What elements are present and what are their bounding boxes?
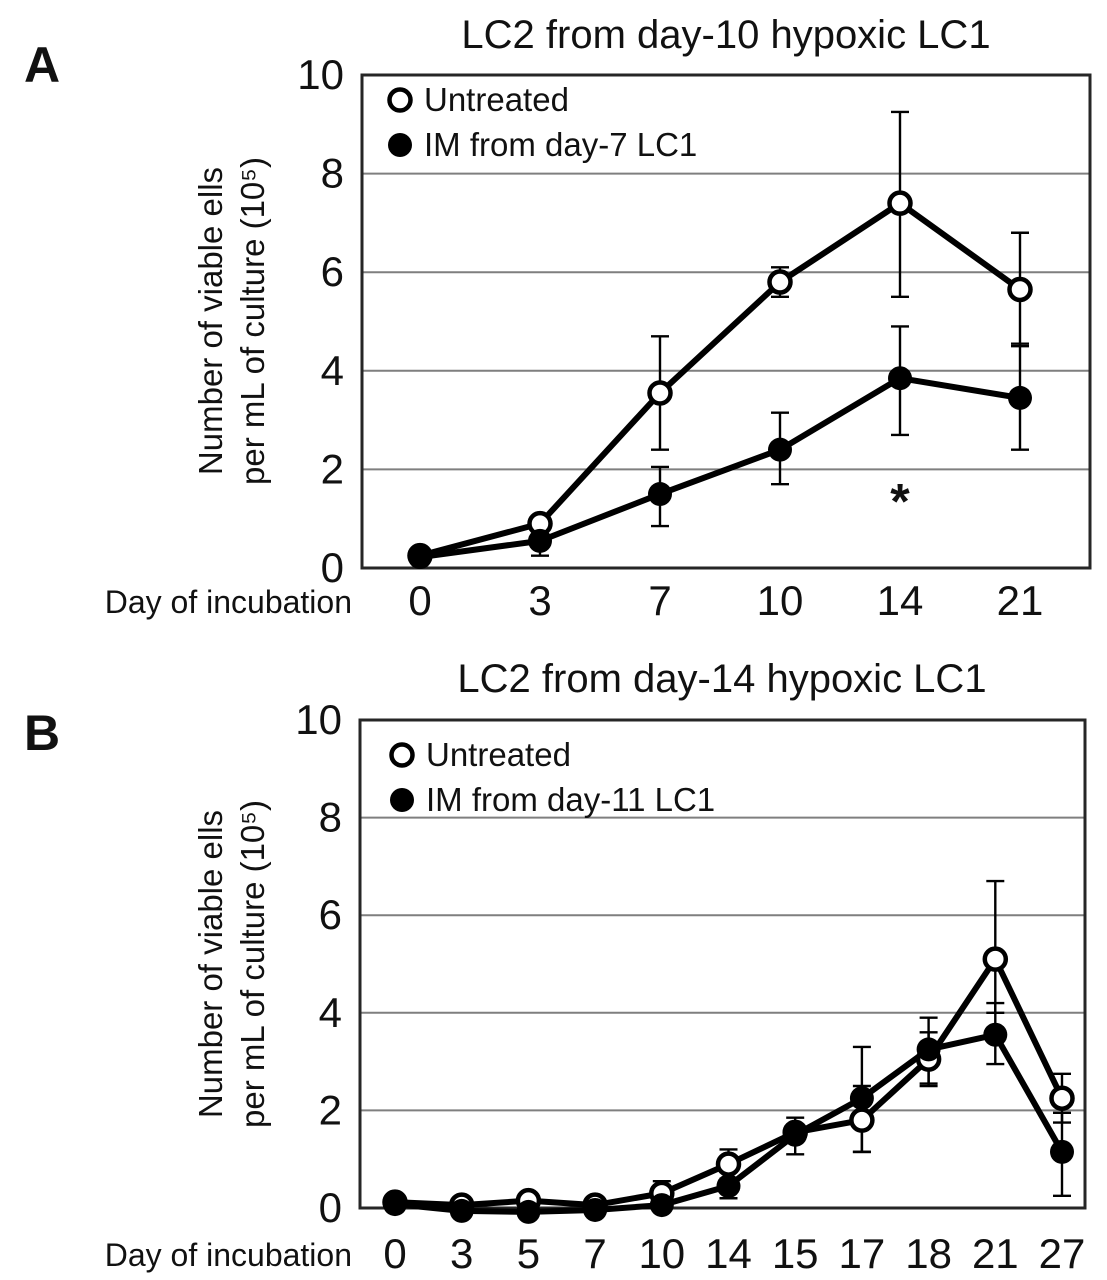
data-point bbox=[849, 1086, 874, 1111]
x-tick-label: 3 bbox=[450, 1230, 473, 1277]
legend-marker bbox=[390, 788, 414, 812]
data-point bbox=[715, 1151, 742, 1177]
y-tick-label: 10 bbox=[295, 696, 342, 743]
data-point bbox=[516, 1199, 541, 1224]
panel-a-letter: A bbox=[24, 37, 60, 93]
data-point bbox=[383, 1192, 407, 1217]
x-tick-label: 7 bbox=[583, 1230, 606, 1277]
y-tick-label: 4 bbox=[321, 347, 344, 394]
data-point bbox=[887, 190, 913, 216]
x-tick-label: 3 bbox=[528, 577, 551, 624]
data-point bbox=[1050, 1139, 1074, 1164]
x-tick-label: 5 bbox=[517, 1230, 540, 1277]
data-point bbox=[449, 1198, 474, 1223]
x-tick-label: 0 bbox=[383, 1230, 406, 1277]
data-point bbox=[648, 482, 672, 507]
plot-border bbox=[360, 73, 1092, 570]
significance-asterisk: * bbox=[890, 474, 910, 530]
data-point bbox=[983, 1022, 1008, 1047]
data-point bbox=[916, 1037, 941, 1062]
plot-border bbox=[358, 718, 1087, 1210]
panel-b-title: LC2 from day-14 hypoxic LC1 bbox=[457, 657, 986, 701]
data-point bbox=[767, 269, 793, 295]
x-tick-label: 17 bbox=[839, 1230, 886, 1277]
x-tick-label: 15 bbox=[772, 1230, 819, 1277]
panel-b-y-axis-label-line1: Number of viable ells bbox=[192, 810, 229, 1118]
y-tick-label: 6 bbox=[319, 891, 342, 938]
data-point bbox=[1049, 1085, 1075, 1111]
data-point bbox=[649, 1193, 674, 1218]
x-tick-label: 14 bbox=[705, 1230, 752, 1277]
legend-marker bbox=[389, 742, 415, 768]
y-tick-label: 10 bbox=[297, 51, 344, 98]
x-tick-label: 14 bbox=[877, 577, 924, 624]
data-point bbox=[408, 545, 432, 570]
x-tick-label: 10 bbox=[638, 1230, 685, 1277]
panel-b: B LC2 from day-14 hypoxic LC1 Number of … bbox=[24, 657, 1087, 1277]
x-tick-label: 10 bbox=[757, 577, 804, 624]
x-tick-label: 0 bbox=[408, 577, 431, 624]
panel-b-y-axis-label-line2: per mL of culture (10⁵) bbox=[234, 800, 271, 1128]
y-tick-label: 4 bbox=[319, 989, 342, 1036]
y-tick-label: 6 bbox=[321, 248, 344, 295]
legend-marker bbox=[388, 133, 412, 157]
series-line bbox=[417, 375, 1023, 561]
data-point bbox=[768, 437, 792, 462]
data-point bbox=[888, 366, 912, 391]
x-tick-label: 18 bbox=[905, 1230, 952, 1277]
legend-label: IM from day-11 LC1 bbox=[426, 781, 715, 818]
y-tick-label: 2 bbox=[321, 445, 344, 492]
data-point bbox=[1008, 385, 1032, 410]
x-tick-label: 21 bbox=[997, 577, 1044, 624]
panel-a-title: LC2 from day-10 hypoxic LC1 bbox=[461, 13, 990, 57]
panel-a-plot: 0 2 4 6 8 10 0 3 7 10 14 21 Untreated IM from day-7 L… bbox=[297, 51, 1092, 624]
data-point bbox=[1007, 276, 1033, 303]
legend-label: IM from day-7 LC1 bbox=[424, 126, 697, 163]
legend-label: Untreated bbox=[426, 736, 571, 773]
y-tick-label: 8 bbox=[319, 794, 342, 841]
y-tick-label: 8 bbox=[321, 150, 344, 197]
panel-a-y-axis-label-line1: Number of viable ells bbox=[192, 167, 229, 475]
panel-a: A LC2 from day-10 hypoxic LC1 Number of … bbox=[24, 13, 1092, 624]
data-point bbox=[583, 1197, 608, 1222]
panel-a-x-axis-label: Day of incubation bbox=[105, 584, 352, 620]
y-tick-label: 2 bbox=[319, 1086, 342, 1133]
x-tick-label: 7 bbox=[648, 577, 671, 624]
panel-b-x-axis-label: Day of incubation bbox=[105, 1237, 352, 1273]
legend-marker bbox=[387, 87, 413, 113]
data-point bbox=[647, 380, 673, 406]
panel-a-y-axis-label-line2: per mL of culture (10⁵) bbox=[234, 157, 271, 485]
y-tick-label: 0 bbox=[321, 544, 344, 591]
panel-b-letter: B bbox=[24, 705, 60, 761]
data-point bbox=[528, 528, 552, 553]
x-tick-label: 27 bbox=[1039, 1230, 1086, 1277]
series-line bbox=[417, 200, 1023, 559]
y-tick-label: 0 bbox=[319, 1184, 342, 1231]
data-point bbox=[716, 1174, 741, 1199]
data-point bbox=[783, 1122, 808, 1147]
legend-label: Untreated bbox=[424, 81, 569, 118]
x-tick-label: 21 bbox=[972, 1230, 1019, 1277]
data-point bbox=[982, 946, 1009, 972]
data-point bbox=[849, 1107, 875, 1133]
